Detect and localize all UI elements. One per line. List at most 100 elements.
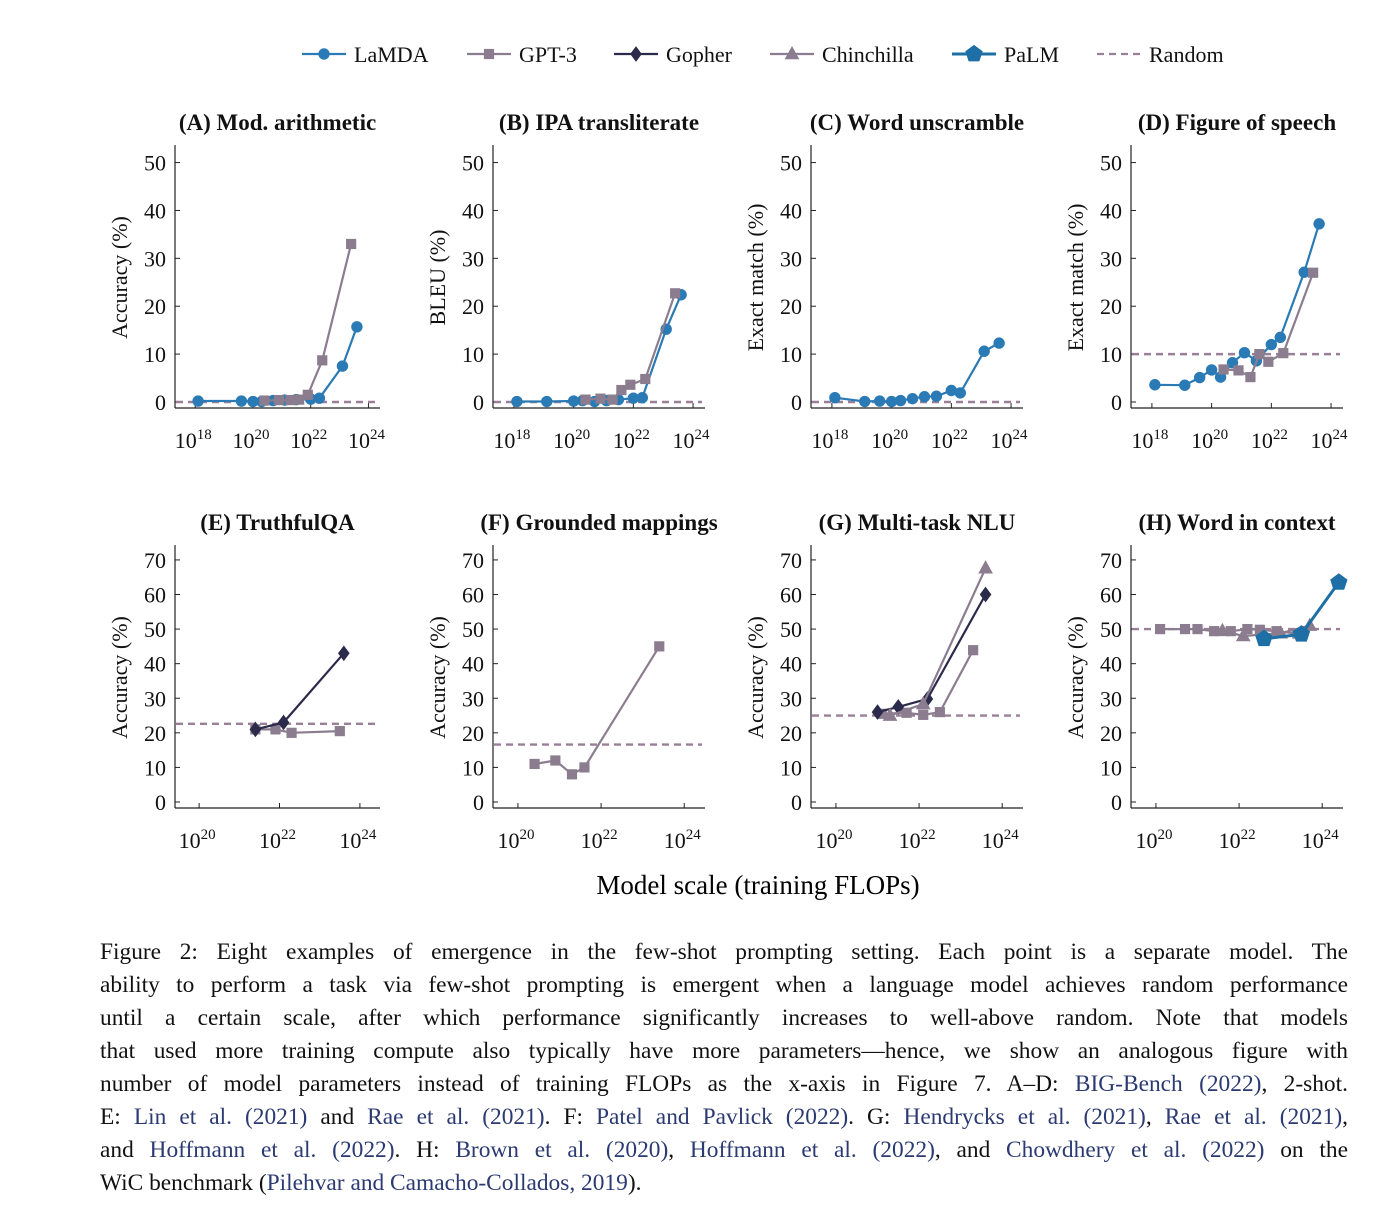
series-line (877, 593, 987, 714)
x-tick-label: 1024 (1311, 427, 1349, 453)
data-point (338, 645, 350, 662)
data-point (1292, 625, 1311, 642)
x-tick-label: 1020 (815, 827, 852, 853)
data-point (511, 395, 523, 408)
legend-entry-chinchilla: Chinchilla (770, 42, 914, 67)
data-point (1205, 364, 1218, 376)
data-point (1215, 622, 1230, 637)
data-point (1255, 629, 1273, 647)
data-point (978, 345, 990, 357)
caption-text: . H: (394, 1137, 456, 1163)
figure-caption: Figure 2: Eight examples of emergence in… (100, 936, 1348, 1200)
legend-label: GPT-3 (519, 42, 577, 67)
y-tick-label: 0 (791, 390, 802, 415)
y-tick-label: 30 (462, 686, 484, 711)
legend-entry-lamda: LaMDA (302, 42, 429, 67)
citation-link[interactable]: Hoffmann et al. (2022) (149, 1137, 395, 1163)
y-tick-label: 40 (144, 652, 166, 677)
y-axis-label: BLEU (%) (425, 230, 450, 326)
series-gopher (249, 645, 350, 738)
citation-link[interactable]: Hoffmann et al. (2022) (689, 1137, 935, 1163)
y-tick-label: 30 (780, 686, 802, 711)
data-point (918, 391, 931, 403)
y-tick-label: 30 (1100, 686, 1122, 711)
citation-link[interactable]: Lin et al. (2021) (133, 1104, 308, 1130)
caption-text: and (307, 1104, 368, 1130)
data-point (871, 704, 884, 720)
data-point (313, 392, 326, 404)
data-point (978, 560, 993, 574)
data-point (1218, 364, 1229, 375)
y-tick-label: 10 (462, 755, 484, 780)
legend-marker (318, 48, 330, 60)
y-tick-label: 30 (780, 246, 802, 271)
y-tick-label: 40 (1100, 198, 1122, 223)
y-tick-label: 60 (1100, 583, 1122, 608)
data-point (529, 758, 540, 770)
x-tick-label: 1020 (179, 827, 216, 853)
y-axis-label: Accuracy (%) (107, 216, 132, 339)
data-point (346, 238, 357, 250)
data-point (579, 762, 590, 773)
series-lamda (1149, 218, 1325, 391)
citation-link[interactable]: BIG-Bench (2022) (1074, 1071, 1262, 1097)
citation-link[interactable]: Rae et al. (2021) (367, 1104, 545, 1130)
series-lamda (192, 321, 363, 408)
citation-link[interactable]: Hendrycks et al. (2021) (903, 1104, 1146, 1130)
y-tick-label: 40 (780, 198, 802, 223)
data-point (636, 391, 648, 404)
data-point (336, 360, 349, 372)
data-point (859, 395, 871, 408)
y-tick-label: 20 (1100, 721, 1122, 746)
y-tick-label: 50 (144, 151, 166, 176)
citation-link[interactable]: Brown et al. (2020) (455, 1137, 669, 1163)
data-point (302, 389, 313, 400)
data-point (1193, 371, 1206, 384)
citation-link[interactable]: Rae et al. (2021) (1164, 1104, 1343, 1130)
data-point (285, 394, 296, 406)
citation-link[interactable]: Chowdhery et al. (2022) (1006, 1137, 1265, 1163)
y-tick-label: 40 (780, 652, 802, 677)
y-tick-label: 50 (462, 151, 484, 176)
y-tick-label: 10 (1100, 755, 1122, 780)
data-point (1179, 623, 1191, 635)
data-point (294, 394, 305, 405)
legend-entry-random: Random (1097, 42, 1224, 67)
caption-text: ability to perform a task via few-shot p… (100, 972, 1348, 998)
data-point (906, 392, 919, 405)
data-point (1308, 267, 1319, 278)
x-tick-label: 1018 (175, 427, 212, 453)
y-tick-label: 0 (1111, 790, 1122, 815)
citation-link[interactable]: Pilehvar and Camacho-Collados, 2019 (266, 1170, 628, 1196)
y-tick-label: 10 (462, 342, 484, 367)
y-axis-label: Accuracy (%) (425, 616, 450, 739)
y-tick-label: 70 (462, 548, 484, 573)
legend: LaMDA GPT-3 Gopher Chinchilla PaLM Random (302, 42, 1224, 67)
citation-link[interactable]: Patel and Pavlick (2022) (596, 1104, 849, 1130)
caption-text: ). (627, 1170, 642, 1196)
x-tick-label: 1020 (232, 427, 269, 453)
y-tick-label: 0 (155, 790, 166, 815)
caption-line: Figure 2: Eight examples of emergence in… (100, 936, 1348, 969)
series-line (198, 326, 358, 403)
data-point (1313, 218, 1325, 230)
data-point (894, 394, 907, 407)
x-tick-label: 1022 (899, 827, 936, 853)
y-tick-label: 10 (780, 755, 802, 780)
y-tick-label: 10 (144, 342, 166, 367)
series-gpt-3 (580, 288, 681, 405)
x-tick-label: 1022 (931, 427, 968, 453)
y-tick-label: 0 (791, 790, 802, 815)
y-tick-label: 60 (780, 583, 802, 608)
data-point (918, 709, 929, 720)
data-point (1254, 349, 1265, 360)
y-tick-label: 70 (1100, 548, 1122, 573)
data-point (235, 395, 248, 407)
data-point (1263, 356, 1274, 367)
caption-text: , 2-shot. (1261, 1071, 1348, 1097)
data-point (968, 645, 979, 656)
